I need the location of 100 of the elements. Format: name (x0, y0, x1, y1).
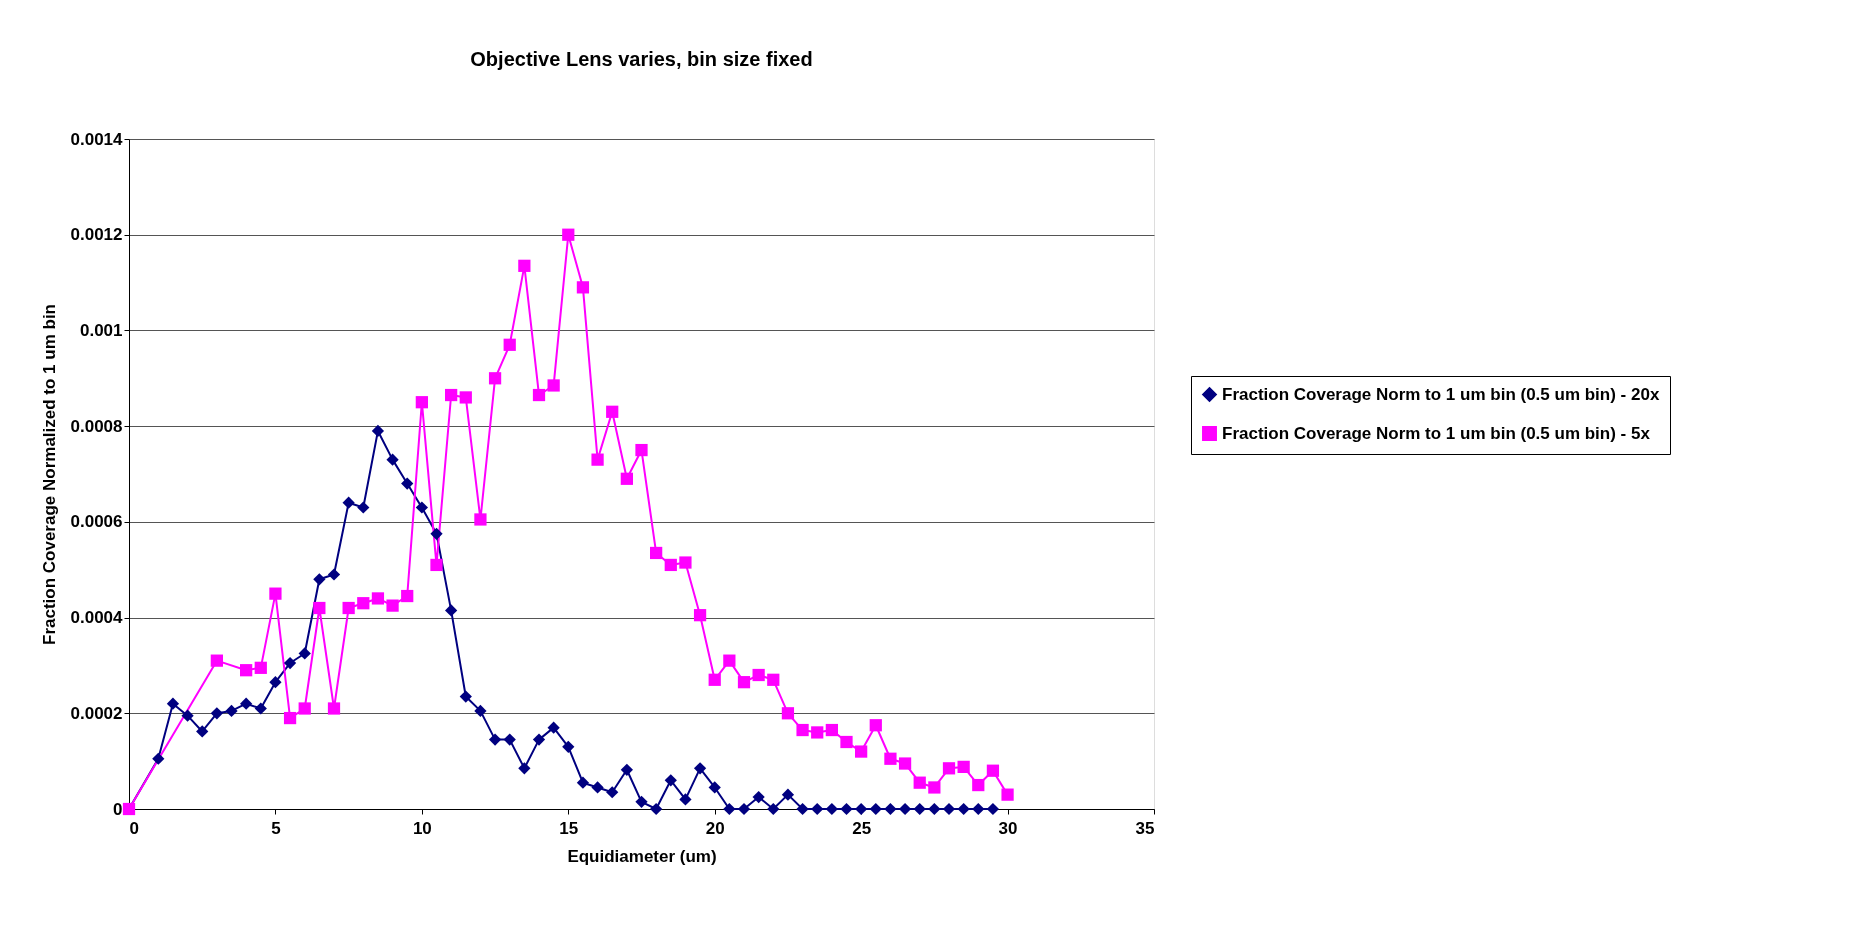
y-tick-label: 0 (113, 799, 123, 819)
point (796, 723, 809, 737)
point (591, 781, 604, 794)
x-tick-label: 10 (412, 818, 432, 838)
x-axis-title: Equidiameter (um) (567, 846, 717, 866)
x-tick-label: 25 (852, 818, 872, 838)
point (664, 558, 677, 572)
point (298, 702, 311, 715)
point (386, 599, 399, 612)
y-tick-label: 0.0004 (70, 608, 124, 628)
y-tick-label: 0.0006 (70, 512, 123, 532)
point (547, 721, 560, 734)
point (620, 763, 633, 776)
y-tick-label: 0.0008 (70, 416, 123, 436)
point (855, 802, 868, 816)
point (488, 733, 502, 746)
x-tick-label: 5 (271, 818, 281, 838)
point (445, 388, 458, 402)
point (928, 781, 941, 794)
point (283, 656, 297, 670)
point (547, 379, 560, 392)
point (562, 740, 575, 753)
point (942, 762, 956, 775)
point (796, 802, 809, 816)
x-tick-label: 30 (998, 818, 1018, 838)
point (869, 719, 882, 732)
point (708, 781, 721, 794)
legend-label: Fraction Coverage Norm to 1 um bin (0.5 um bin) - 20x (1222, 384, 1660, 404)
point (415, 501, 428, 514)
point (840, 735, 853, 749)
point (781, 788, 795, 801)
point (357, 501, 370, 514)
point (357, 597, 370, 610)
point (430, 558, 443, 572)
point (371, 592, 385, 605)
point (532, 388, 546, 402)
point (957, 760, 970, 774)
point (957, 802, 970, 816)
point (342, 496, 355, 509)
point (430, 527, 443, 540)
point (606, 786, 619, 799)
point (474, 513, 487, 526)
point (884, 802, 897, 816)
point (855, 745, 868, 758)
point (708, 673, 721, 686)
point (532, 733, 546, 746)
point (942, 802, 956, 816)
point (737, 802, 751, 816)
point (679, 793, 692, 806)
point (693, 762, 707, 775)
point (650, 802, 663, 816)
point (898, 757, 912, 770)
point (869, 802, 882, 816)
point (401, 589, 414, 603)
point (269, 587, 282, 600)
point (825, 723, 838, 737)
y-axis-title: Fraction Coverage Normalized to 1 um bin (39, 303, 59, 646)
x-tick-label: 20 (705, 818, 725, 838)
y-tick-label: 0.0014 (70, 129, 124, 149)
point (840, 802, 853, 816)
point (298, 647, 311, 660)
point (1001, 788, 1014, 801)
point (459, 391, 472, 404)
point (986, 764, 1000, 777)
point (415, 396, 428, 409)
point (781, 707, 795, 720)
point (723, 654, 736, 667)
point (620, 472, 633, 485)
point (811, 802, 824, 816)
point (210, 707, 223, 720)
point (518, 762, 531, 775)
point (562, 228, 575, 241)
point (327, 568, 341, 581)
point (767, 673, 780, 686)
point (371, 424, 385, 438)
point (576, 776, 590, 789)
point (503, 338, 516, 351)
point (518, 259, 531, 272)
x-tick-label: 0 (129, 818, 139, 838)
point (986, 802, 1000, 816)
point (240, 697, 253, 710)
point (737, 676, 751, 689)
point (313, 573, 326, 586)
point (240, 664, 253, 677)
point (898, 802, 912, 816)
point (928, 802, 941, 816)
point (152, 752, 165, 765)
y-tick-label: 0.001 (79, 320, 123, 340)
point (488, 372, 502, 385)
point (342, 601, 355, 615)
point (576, 281, 590, 294)
point (313, 601, 326, 615)
chart-title: Objective Lens varies, bin size fixed (470, 48, 813, 70)
point (884, 752, 897, 765)
point (913, 776, 926, 789)
point (401, 477, 414, 490)
point (825, 802, 838, 816)
point (327, 702, 341, 715)
point (225, 704, 238, 718)
point (767, 802, 780, 816)
